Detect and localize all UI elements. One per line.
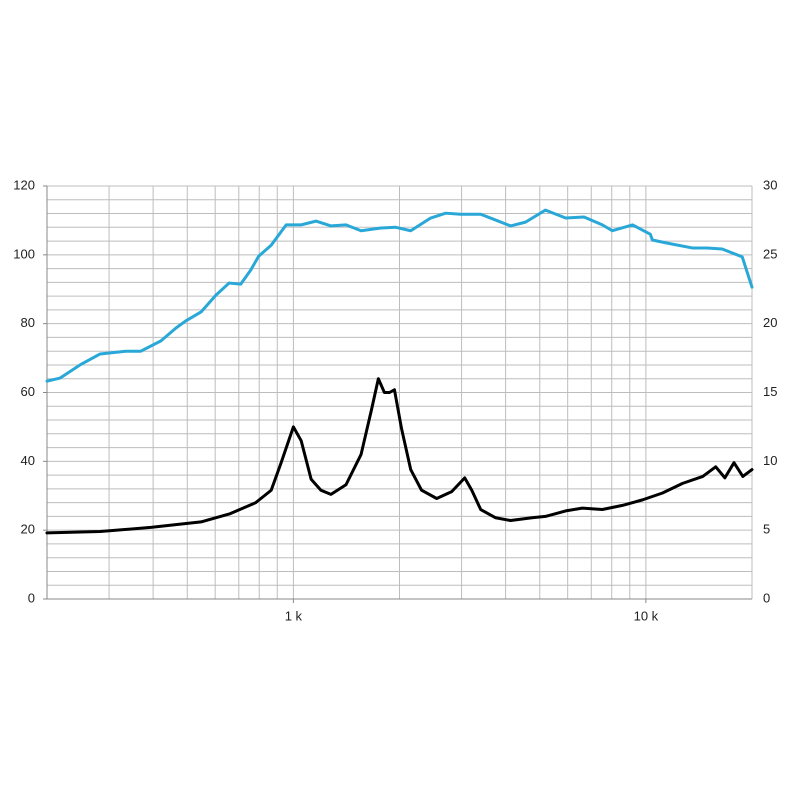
y2-tick-label: 0 [763, 590, 770, 605]
y-tick-label: 120 [13, 177, 35, 192]
series-line [45, 208, 754, 383]
y-tick-label: 20 [21, 522, 35, 537]
y-tick-label: 80 [21, 315, 35, 330]
y-tick-label: 0 [28, 590, 35, 605]
series-line [45, 377, 754, 535]
y2-tick-label: 15 [763, 384, 777, 399]
x-tick-label: 1 k [285, 608, 303, 623]
y2-tick-label: 5 [763, 522, 770, 537]
y-tick-label: 60 [21, 384, 35, 399]
y-tick-label: 100 [13, 246, 35, 261]
y2-tick-label: 20 [763, 315, 777, 330]
y-tick-label: 40 [21, 453, 35, 468]
y2-tick-label: 10 [763, 453, 777, 468]
y2-tick-label: 25 [763, 246, 777, 261]
y2-tick-label: 30 [763, 177, 777, 192]
x-tick-label: 10 k [634, 608, 659, 623]
